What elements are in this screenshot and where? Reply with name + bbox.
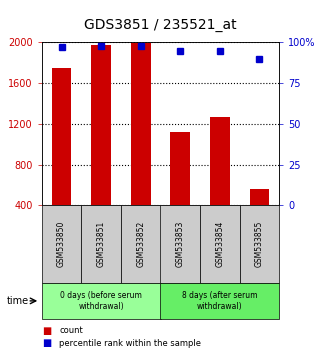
Text: 8 days (after serum
withdrawal): 8 days (after serum withdrawal)	[182, 291, 258, 310]
Text: GDS3851 / 235521_at: GDS3851 / 235521_at	[84, 18, 237, 32]
Text: GSM533851: GSM533851	[97, 221, 106, 267]
Bar	[131, 44, 151, 205]
Text: percentile rank within the sample: percentile rank within the sample	[59, 339, 201, 348]
Bar	[52, 68, 71, 205]
Bar	[91, 45, 111, 205]
Text: GSM533850: GSM533850	[57, 221, 66, 268]
Text: GSM533852: GSM533852	[136, 221, 145, 267]
Text: GSM533855: GSM533855	[255, 221, 264, 268]
Text: ■: ■	[42, 338, 51, 348]
Text: count: count	[59, 326, 83, 336]
Text: 0 days (before serum
withdrawal): 0 days (before serum withdrawal)	[60, 291, 142, 310]
Text: ■: ■	[42, 326, 51, 336]
Bar	[210, 117, 230, 205]
Text: GSM533854: GSM533854	[215, 221, 224, 268]
Text: GSM533853: GSM533853	[176, 221, 185, 268]
Text: time: time	[6, 296, 29, 306]
Bar	[170, 132, 190, 205]
Bar	[249, 189, 269, 205]
